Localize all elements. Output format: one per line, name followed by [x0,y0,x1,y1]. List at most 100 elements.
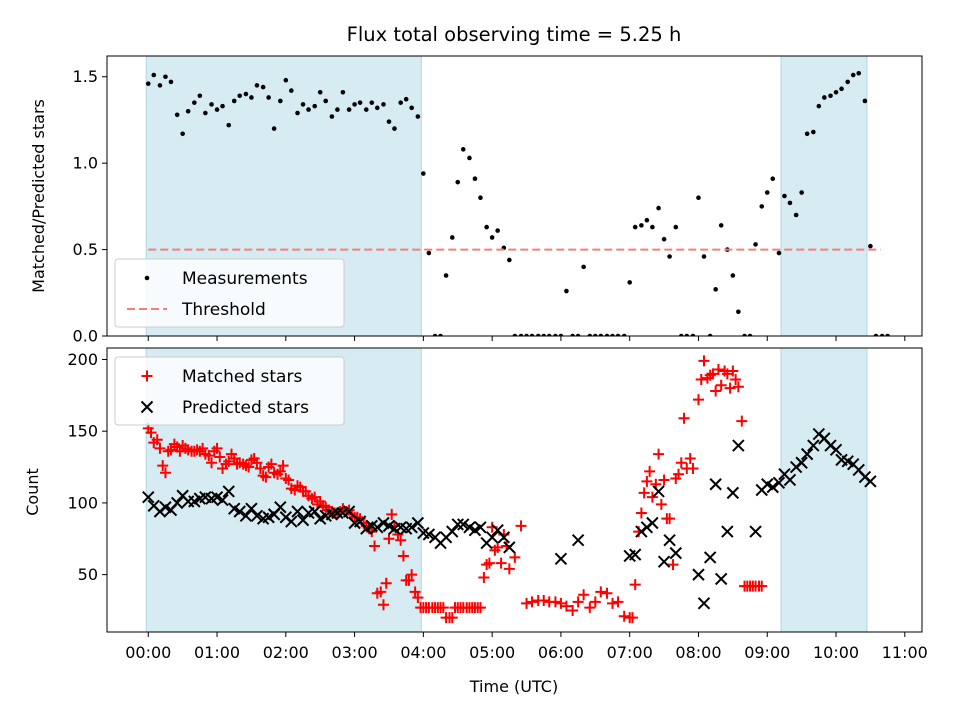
x-tick-label: 07:00 [607,643,653,662]
matched-point [736,415,748,427]
y-axis-label-ratio: Matched/Predicted stars [29,99,48,293]
matched-point [653,448,665,460]
matched-point [483,557,495,569]
matched-point [560,600,572,612]
measurements-point [192,100,197,105]
measurements-point [237,93,243,99]
legend-label: Threshold [181,300,266,320]
matched-point [684,452,696,464]
predicted-point [233,505,246,518]
measurements-point [168,79,174,85]
matched-point [446,612,458,624]
predicted-point [864,475,877,488]
matched-point [154,442,166,454]
measurements-point [467,155,472,161]
matched-point [626,612,638,624]
x-tick-label: 05:00 [469,643,515,662]
measurements-point [478,195,483,201]
measurements-point [770,176,776,182]
matched-point [727,365,739,377]
measurements-point [782,193,787,199]
matched-point [607,597,619,609]
measurements-point [656,205,661,211]
matched-point [277,460,289,472]
measurements-point [157,83,163,88]
matched-point [549,596,561,608]
measurements-point [203,110,208,116]
matched-point [655,498,667,510]
measurements-point [363,107,369,112]
predicted-point [142,490,155,504]
x-tick-label: 02:00 [263,643,309,662]
x-tick-label: 06:00 [538,643,584,662]
predicted-point [331,506,344,520]
matched-point [721,368,733,380]
predicted-point [342,505,356,518]
measurements-point [295,110,300,116]
matched-point [707,368,719,380]
predicted-point [646,516,659,530]
matched-point [243,461,255,473]
y-tick-label: 0.5 [73,240,98,259]
matched-point [509,551,521,563]
measurements-point [541,333,547,336]
measurements-point [260,84,266,90]
matched-point [732,381,744,393]
legend-swatch [140,400,154,414]
measurements-point [340,89,346,95]
measurements-point [460,147,466,152]
measurements-point [570,333,575,336]
matched-point [197,442,209,454]
matched-point [151,434,163,446]
matched-point [283,474,295,486]
measurements-point [811,129,816,135]
predicted-point [296,513,310,527]
measurements-point [804,131,810,137]
matched-point [503,563,515,575]
y-tick-label: 100 [67,493,98,512]
measurements-point [197,93,203,99]
measurements-point [535,333,541,336]
measurements-point [495,228,500,233]
y-tick-label: 1.5 [73,67,98,86]
predicted-point [807,439,820,452]
matched-point [698,355,710,367]
matched-point [223,455,235,467]
matched-point [641,475,653,487]
predicted-point [451,518,464,531]
matched-point [478,571,490,583]
matched-point [756,580,768,592]
legend-swatch [144,275,150,281]
matched-point [206,457,218,469]
matched-point [375,586,387,598]
matched-point [584,602,596,614]
matched-point [601,587,613,599]
measurements-point [163,74,168,80]
matched-point [618,610,630,622]
counts-panel: 50 100 150 200 00:00 01:00 02:00 03:00 04:00 05:0… [67,347,928,662]
predicted-point [709,478,722,491]
measurements-point [661,236,667,242]
measurements-point [718,223,724,228]
matched-point [658,474,670,486]
measurements-point [822,95,827,100]
matched-point [664,513,676,525]
measurements-point [873,333,879,336]
matched-point [695,374,707,386]
measurements-point [862,98,868,104]
measurements-point [684,333,690,336]
measurements-point [352,102,357,107]
measurements-point [518,333,524,336]
predicted-point [554,552,568,566]
measurements-point [306,107,311,112]
matched-point [395,534,407,546]
predicted-point [503,541,516,554]
measurements-point [742,333,747,336]
matched-point [406,569,418,581]
measurements-point [558,333,564,336]
predicted-point [446,525,459,538]
matched-point [692,394,704,406]
matched-point [589,596,601,608]
predicted-point [703,551,717,564]
